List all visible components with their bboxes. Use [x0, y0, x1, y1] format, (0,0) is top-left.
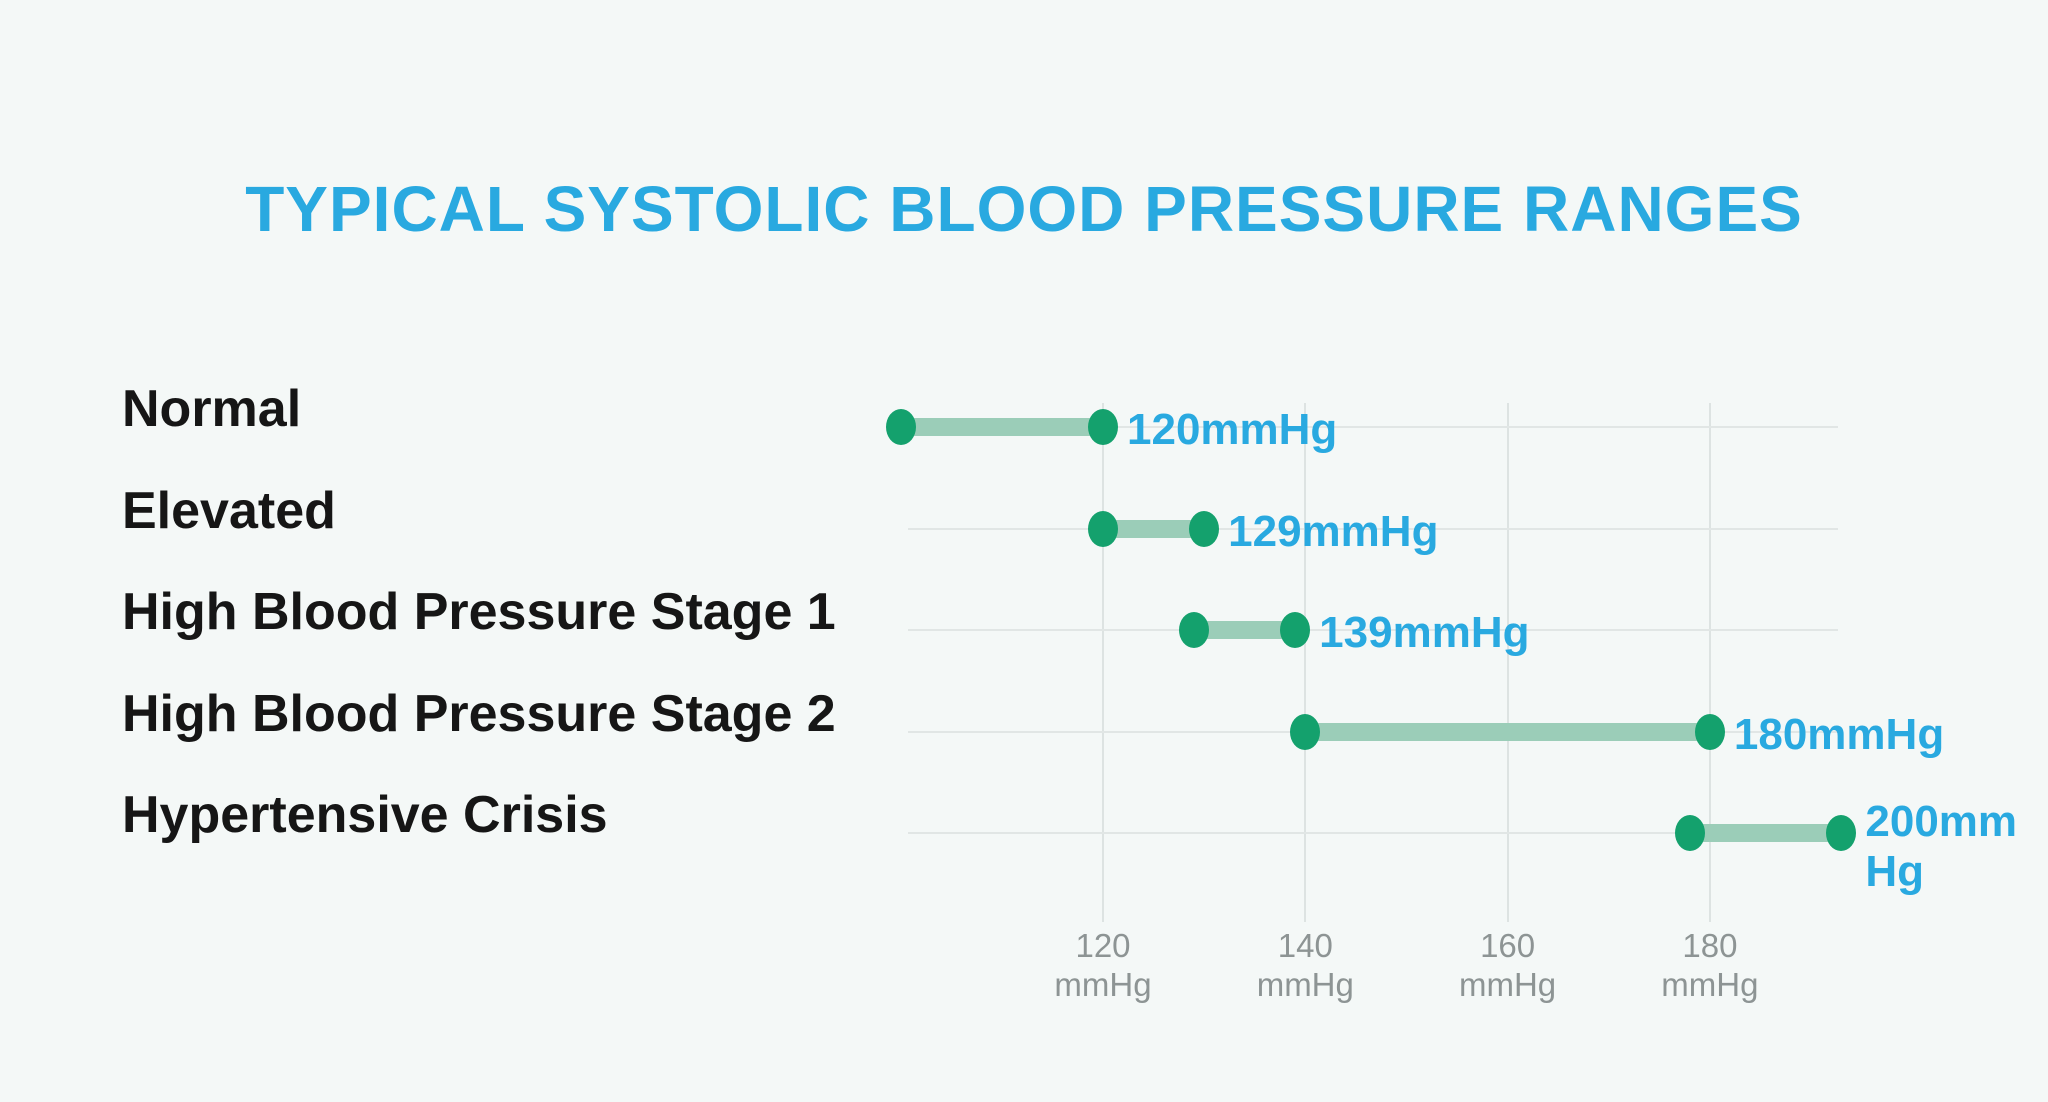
x-tick-value: 120 [1075, 927, 1131, 964]
row-gridline [908, 832, 1838, 834]
range-start-dot [1290, 713, 1321, 750]
chart-title: TYPICAL SYSTOLIC BLOOD PRESSURE RANGES [245, 173, 1803, 245]
row-gridline [908, 527, 1838, 530]
x-gridline [1102, 403, 1104, 922]
x-tick-label: 180 mmHg [1600, 926, 1820, 1004]
x-gridline [1506, 403, 1509, 922]
x-tick-value: 140 [1277, 927, 1333, 964]
range-end-dot [1694, 713, 1725, 750]
row-gridline [908, 629, 1838, 631]
x-tick-value: 160 [1480, 927, 1536, 964]
category-label: High Blood Pressure Stage 1 [122, 583, 836, 641]
range-end-dot [1280, 612, 1311, 648]
value-label: 129mmHg [1228, 507, 1438, 557]
x-tick-unit: mmHg [1661, 966, 1759, 1003]
range-start-dot [1088, 510, 1118, 547]
range-start-dot [1179, 612, 1210, 648]
x-tick-unit: mmHg [1256, 966, 1354, 1003]
x-tick-unit: mmHg [1459, 966, 1557, 1003]
category-label: Normal [122, 380, 302, 438]
range-end-dot [1189, 510, 1220, 547]
value-label-line: 129mmHg [1228, 506, 1439, 556]
category-label: High Blood Pressure Stage 2 [122, 684, 836, 743]
value-label-line: 180mmHg [1733, 709, 1945, 759]
value-label: 139mmHg [1319, 608, 1529, 658]
value-label: 120mmHg [1127, 405, 1337, 455]
range-start-dot [1674, 815, 1705, 851]
range-bar [1194, 621, 1296, 639]
x-gridline [1304, 403, 1307, 922]
range-bar [900, 418, 1103, 436]
x-tick-label: 120 mmHg [993, 926, 1213, 1004]
row-gridline [908, 426, 1838, 428]
range-end-dot [1826, 815, 1857, 851]
range-start-dot [885, 409, 916, 445]
category-label: Hypertensive Crisis [122, 786, 608, 844]
range-bar [1305, 722, 1710, 741]
category-label: Elevated [122, 481, 336, 540]
x-tick-label: 140 mmHg [1195, 926, 1415, 1004]
x-tick-unit: mmHg [1054, 966, 1152, 1003]
value-label-line: 139mmHg [1319, 608, 1530, 657]
x-gridline [1708, 403, 1711, 922]
range-bar [1103, 519, 1205, 538]
x-tick-value: 180 [1682, 927, 1738, 964]
value-label-line: Hg [1865, 847, 1925, 896]
value-label-line: 120mmHg [1127, 405, 1338, 454]
range-end-dot [1088, 409, 1118, 445]
range-bar [1689, 824, 1842, 842]
value-label-line: 200mm [1865, 797, 2018, 846]
value-label: 180mmHg [1734, 710, 1944, 760]
value-label: 200mm Hg [1865, 797, 2017, 897]
x-tick-label: 160 mmHg [1398, 926, 1618, 1004]
